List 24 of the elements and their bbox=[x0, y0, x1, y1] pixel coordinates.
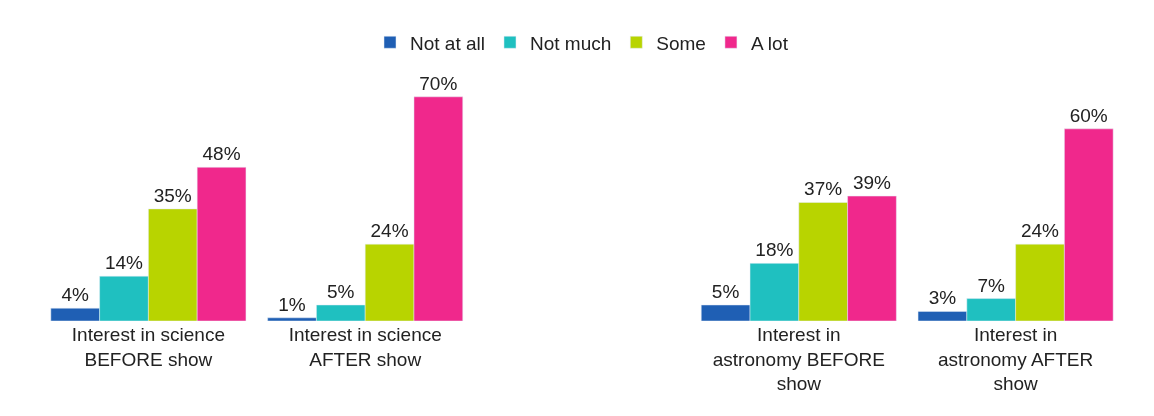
data-label: 1% bbox=[278, 293, 306, 315]
legend-label: Not much bbox=[529, 32, 612, 54]
data-label: 5% bbox=[327, 280, 355, 302]
data-label: 14% bbox=[104, 252, 144, 274]
data-label: 4% bbox=[61, 284, 90, 306]
data-label: 7% bbox=[977, 274, 1005, 296]
legend-label: Not at all bbox=[410, 32, 485, 54]
data-label: 35% bbox=[153, 184, 192, 206]
data-label: 18% bbox=[755, 239, 794, 261]
x-tick-label: Interest in science BEFORE show bbox=[71, 324, 225, 370]
legend-label: A lot bbox=[750, 32, 789, 54]
x-tick-label: Interest in astronomy AFTER show bbox=[937, 324, 1094, 395]
data-label: 24% bbox=[370, 220, 409, 242]
data-label: 24% bbox=[1020, 220, 1060, 242]
data-label: 48% bbox=[202, 143, 241, 165]
data-label: 5% bbox=[711, 280, 740, 302]
x-tick-label: Interest in science AFTER show bbox=[288, 324, 442, 370]
x-tick-label: Interest in astronomy BEFORE show bbox=[712, 324, 885, 395]
data-label: 37% bbox=[804, 178, 843, 200]
data-label: 3% bbox=[928, 287, 957, 309]
data-label: 39% bbox=[852, 172, 892, 194]
legend-label: Some bbox=[656, 32, 706, 54]
data-label: 70% bbox=[419, 72, 458, 94]
data-label: 60% bbox=[1069, 104, 1108, 126]
